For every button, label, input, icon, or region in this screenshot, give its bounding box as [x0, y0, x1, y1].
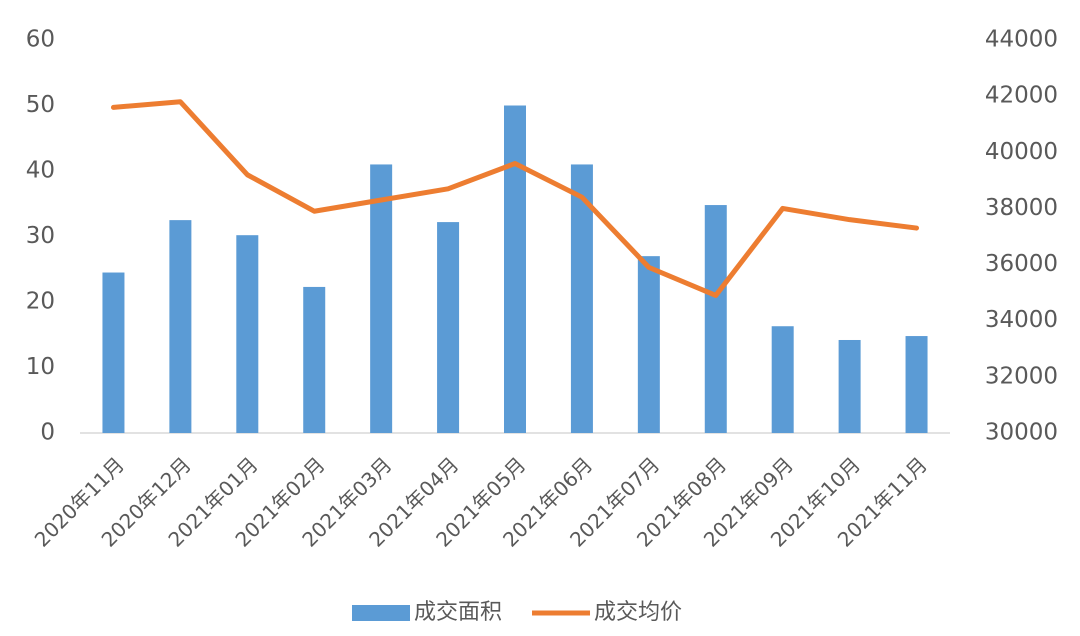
y2-tick-label: 34000 [985, 307, 1058, 333]
bar [437, 222, 460, 433]
y-tick-label: 40 [26, 158, 55, 184]
bar [303, 286, 326, 433]
y2-tick-label: 40000 [985, 139, 1058, 165]
y-tick-label: 50 [26, 92, 55, 118]
y2-tick-label: 38000 [985, 195, 1058, 221]
legend-label: 成交面积 [414, 600, 502, 625]
y-tick-label: 30 [26, 223, 55, 249]
bar [637, 256, 660, 433]
bar [370, 164, 393, 433]
y2-tick-label: 32000 [985, 363, 1058, 389]
legend-label: 成交均价 [594, 600, 682, 625]
legend-swatch [352, 605, 410, 621]
bar [504, 105, 526, 433]
bar [704, 205, 727, 433]
bar [169, 220, 192, 433]
bar [236, 235, 259, 433]
y2-tick-label: 36000 [985, 251, 1058, 277]
bar [570, 164, 593, 433]
y2-tick-label: 44000 [985, 27, 1058, 53]
bar [905, 336, 928, 433]
y-tick-label: 60 [26, 27, 55, 53]
y-tick-label: 10 [26, 354, 55, 380]
bar [838, 339, 861, 433]
bar [102, 272, 125, 433]
line [110, 99, 920, 298]
bar [771, 326, 794, 433]
y2-tick-label: 42000 [985, 83, 1058, 109]
y2-tick-label: 30000 [985, 420, 1058, 446]
y-tick-label: 0 [40, 420, 55, 446]
y-tick-label: 20 [26, 289, 55, 315]
